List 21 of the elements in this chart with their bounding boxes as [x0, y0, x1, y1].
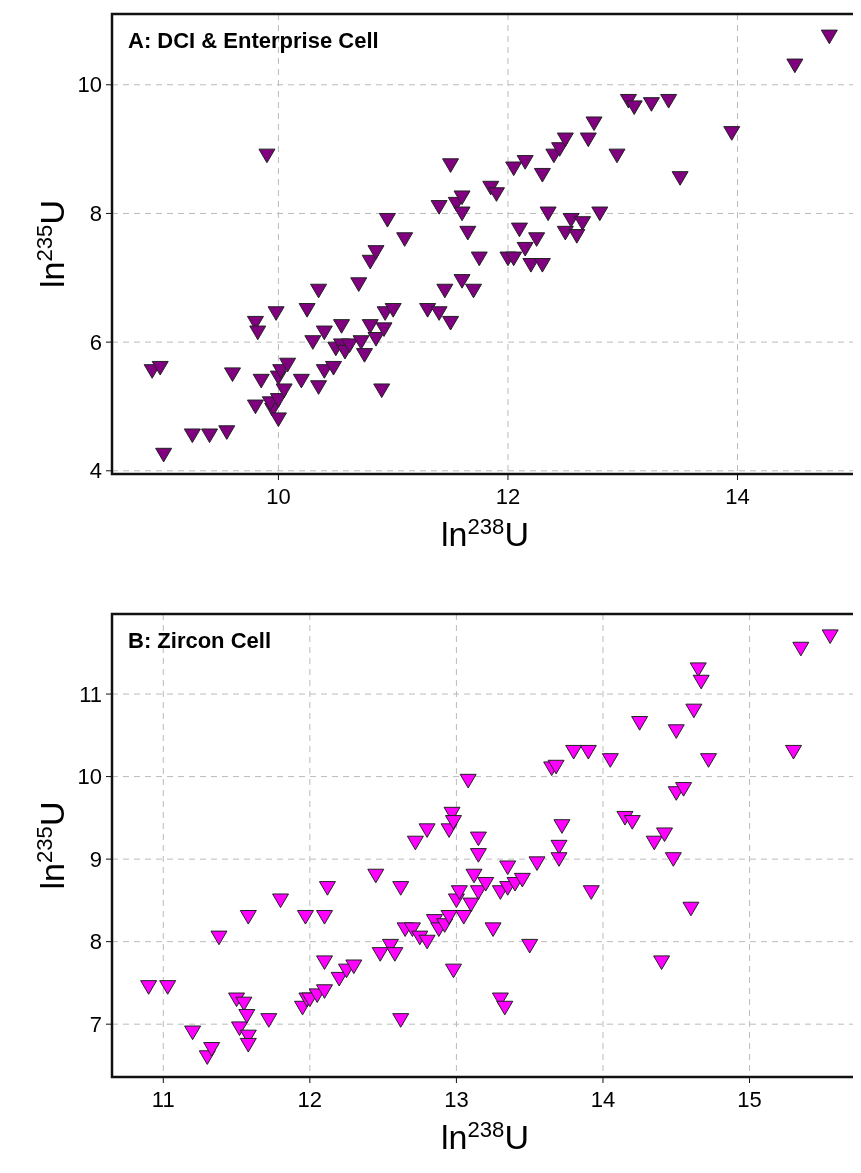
- y-tick-label: 9: [89, 846, 102, 872]
- x-axis-title: ln$^{238}$U: [441, 1116, 529, 1156]
- y-tick-label: 8: [89, 201, 102, 227]
- text: A: DCI & Enterprise Cell: [128, 28, 379, 53]
- text: B: Zircon Cell: [128, 628, 272, 653]
- y-tick-label: 4: [89, 458, 102, 484]
- y-tick-label: 11: [79, 681, 102, 707]
- x-tick-label: 14: [725, 484, 750, 509]
- y-tick-label: 10: [77, 72, 102, 98]
- y-tick-label: 7: [89, 1011, 102, 1037]
- x-tick-label: 10: [266, 484, 291, 509]
- x-tick-label: 15: [737, 1087, 762, 1112]
- x-tick-label: 12: [495, 484, 521, 509]
- x-tick-label: 13: [444, 1087, 469, 1112]
- x-tick-label: 11: [151, 1087, 175, 1112]
- y-tick-label: 10: [77, 764, 102, 790]
- y-tick-label: 6: [89, 329, 102, 355]
- x-tick-label: 14: [590, 1087, 616, 1112]
- y-tick-label: 8: [89, 929, 102, 955]
- x-axis-title: ln$^{238}$U: [441, 513, 529, 553]
- x-tick-label: 12: [297, 1087, 323, 1112]
